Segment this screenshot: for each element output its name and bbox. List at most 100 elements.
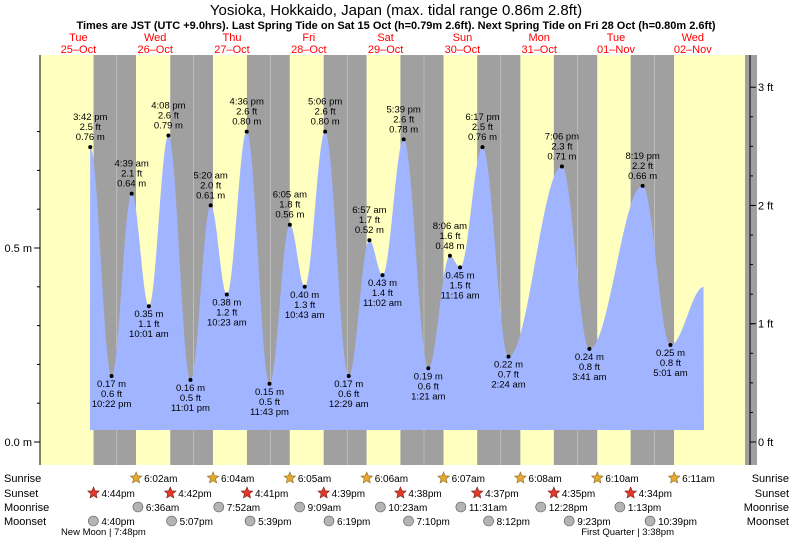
tide-point <box>287 222 292 227</box>
tide-time-label: 11:43 pm <box>250 407 289 418</box>
moon-icon <box>563 515 575 527</box>
tide-time-label: 5:39 pm <box>387 104 421 115</box>
tide-time-label: 6:17 pm <box>465 112 499 123</box>
moon-icon <box>483 515 494 527</box>
sunset-time-label: 4:34pm <box>639 489 672 500</box>
sunrise-icon <box>360 471 374 484</box>
sunrise-time-label: 6:06am <box>375 474 408 485</box>
tide-time-label: 10:22 pm <box>92 399 132 410</box>
tide-point <box>426 366 431 371</box>
tide-time-label: 8:19 pm <box>625 151 659 162</box>
tide-ft-label: 2.6 ft <box>236 107 257 118</box>
sunset-icon <box>163 486 177 499</box>
tide-time-label: 3:41 am <box>572 372 606 383</box>
left-tick-label: 0.0 m <box>4 437 32 449</box>
night-band <box>745 55 757 465</box>
row-label-sunset-right: Sunset <box>755 488 789 500</box>
tide-point <box>224 292 229 297</box>
sunset-time-label: 4:37pm <box>485 489 518 500</box>
tide-time-label: 5:20 am <box>193 170 227 181</box>
sunset-time-label: 4:41pm <box>255 489 288 500</box>
sunset-icon <box>393 486 407 499</box>
tide-ft-label: 2.2 ft <box>632 161 653 172</box>
sunrise-icon <box>206 471 220 484</box>
tide-m-label: 0.38 m <box>212 298 241 309</box>
sunset-time-label: 4:42pm <box>178 489 211 500</box>
moonrise-time-label: 10:23am <box>388 503 427 514</box>
tide-m-label: 0.35 m <box>134 309 163 320</box>
tide-m-label: 0.61 m <box>196 190 225 201</box>
tide-ft-label: 1.1 ft <box>138 319 159 330</box>
day-weekday-label: Tue <box>607 32 626 44</box>
sunset-icon <box>624 486 638 499</box>
tide-time-label: 4:08 pm <box>151 100 185 111</box>
day-weekday-label: Tue <box>69 32 88 44</box>
sunset-icon <box>87 486 100 499</box>
tide-point <box>447 253 452 258</box>
tide-point <box>267 381 272 386</box>
tide-m-label: 0.48 m <box>435 241 464 252</box>
tide-time-label: 2:24 am <box>491 380 525 391</box>
tide-m-label: 0.76 m <box>468 132 497 143</box>
tide-m-label: 0.79 m <box>154 120 183 131</box>
tide-point <box>480 145 485 150</box>
moon-icon <box>323 515 335 527</box>
tide-point <box>506 354 511 359</box>
tide-ft-label: 2.3 ft <box>551 142 572 153</box>
tide-point <box>346 374 351 379</box>
tide-ft-label: 2.5 ft <box>472 122 493 133</box>
tide-m-label: 0.45 m <box>446 270 475 281</box>
day-weekday-label: Fri <box>302 32 315 44</box>
moonset-time-label: 9:23pm <box>577 517 610 528</box>
tide-time-label: 6:05 am <box>273 190 307 201</box>
tide-ft-label: 1.3 ft <box>294 300 315 311</box>
moonrise-time-label: 12:28pm <box>549 503 588 514</box>
row-label-sunset-left: Sunset <box>4 488 38 500</box>
tide-ft-label: 1.4 ft <box>372 288 393 299</box>
day-weekday-label: Sat <box>377 32 394 44</box>
chart-title: Yosioka, Hokkaido, Japan (max. tidal ran… <box>210 2 582 19</box>
moon-icon <box>375 501 386 513</box>
day-weekday-label: Mon <box>528 32 549 44</box>
tide-point <box>208 203 213 208</box>
moonset-time-label: 5:07pm <box>180 517 213 528</box>
tide-point <box>401 137 406 142</box>
tide-m-label: 0.78 m <box>389 124 418 135</box>
tide-ft-label: 0.8 ft <box>579 362 600 373</box>
moonrise-time-label: 6:36am <box>146 503 179 514</box>
sunrise-time-label: 6:04am <box>221 474 254 485</box>
moon-icon <box>244 515 256 527</box>
tide-ft-label: 2.6 ft <box>315 107 336 118</box>
tide-m-label: 0.43 m <box>368 278 397 289</box>
sunset-icon <box>240 486 254 499</box>
sunrise-icon <box>667 471 681 484</box>
tide-ft-label: 0.5 ft <box>259 397 280 408</box>
chart-subtitle: Times are JST (UTC +9.0hrs). Last Spring… <box>76 20 715 32</box>
sunset-icon <box>317 486 331 499</box>
tide-ft-label: 0.7 ft <box>498 370 519 381</box>
row-label-sunrise-left: Sunrise <box>4 473 41 485</box>
right-tick-label: 3 ft <box>758 82 773 94</box>
tide-m-label: 0.71 m <box>547 152 576 163</box>
moon-icon <box>535 501 547 513</box>
day-labels: Tue25–OctWed26–OctThu27–OctFri28–OctSat2… <box>61 32 713 56</box>
tide-point <box>458 265 463 270</box>
tide-time-label: 10:43 am <box>285 310 325 321</box>
row-label-moonrise-right: Moonrise <box>744 502 789 514</box>
tide-time-label: 10:01 am <box>129 329 169 340</box>
row-label-moonset-right: Moonset <box>747 516 789 528</box>
tide-point <box>587 346 592 351</box>
tide-ft-label: 2.1 ft <box>121 169 142 180</box>
tide-ft-label: 1.7 ft <box>359 215 380 226</box>
moon-icon <box>644 515 656 527</box>
tide-ft-label: 2.6 ft <box>393 114 414 125</box>
tide-time-label: 4:39 am <box>115 159 149 170</box>
row-label-sunrise-right: Sunrise <box>752 473 789 485</box>
moonset-time-label: 4:40pm <box>101 517 134 528</box>
tide-point <box>166 133 171 138</box>
sunrise-time-label: 6:11am <box>682 474 715 485</box>
day-date-label: 29–Oct <box>368 44 403 56</box>
row-label-moonset-left: Moonset <box>4 516 46 528</box>
day-weekday-label: Wed <box>682 32 704 44</box>
